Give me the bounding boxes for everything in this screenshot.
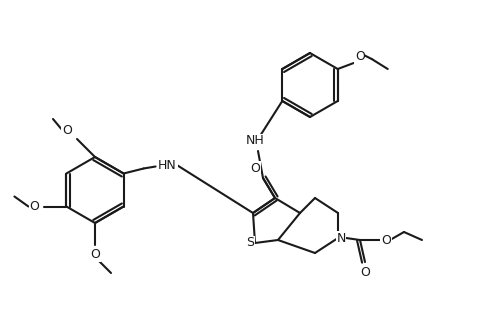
Text: O: O bbox=[250, 162, 260, 174]
Text: O: O bbox=[90, 248, 100, 262]
Text: O: O bbox=[62, 124, 72, 138]
Text: O: O bbox=[355, 50, 365, 63]
Text: NH: NH bbox=[246, 135, 264, 147]
Text: O: O bbox=[381, 234, 391, 246]
Text: O: O bbox=[30, 200, 39, 213]
Text: N: N bbox=[336, 232, 346, 244]
Text: O: O bbox=[360, 266, 370, 279]
Text: HN: HN bbox=[158, 159, 177, 172]
Text: S: S bbox=[246, 237, 254, 249]
